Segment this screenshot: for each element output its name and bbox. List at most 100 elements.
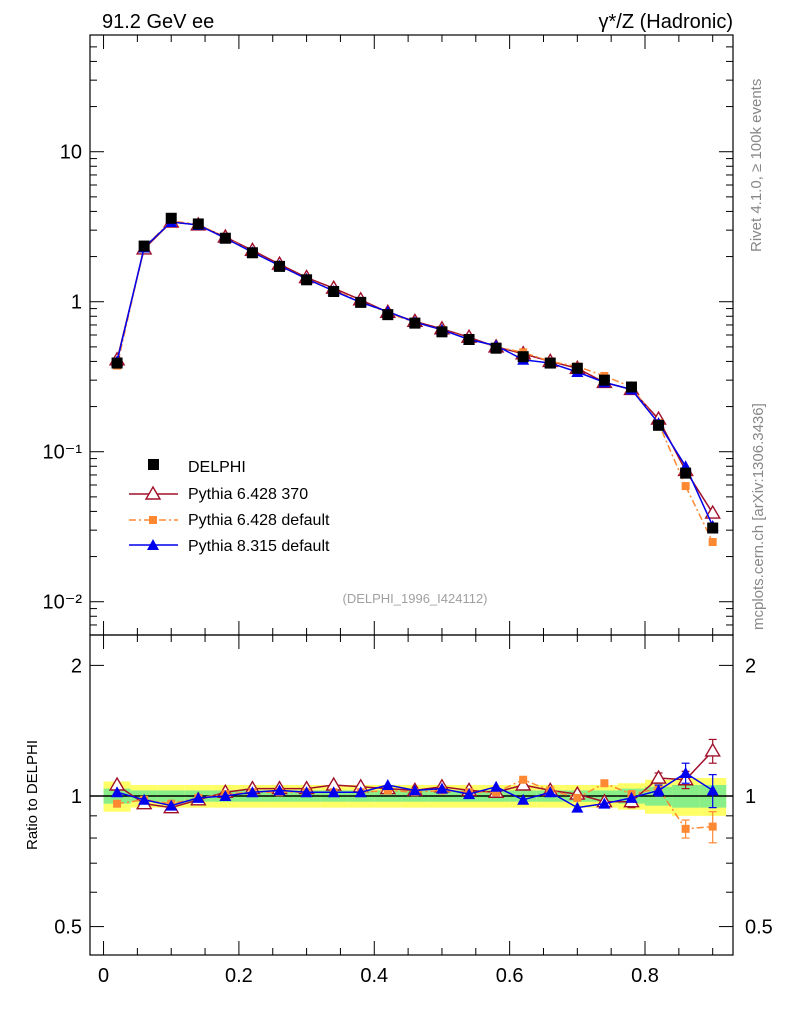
ratio-point-py6_370 <box>514 776 532 791</box>
ratio-frame <box>89 634 734 956</box>
data-point-data <box>111 357 123 369</box>
legend-marker-py6-default <box>149 516 157 524</box>
data-point-data <box>138 240 150 252</box>
x-tick-label: 0 <box>98 965 109 987</box>
main-panel: 10 1 10⁻¹ 10⁻² (DELPHI_1996_I424112) DELPHI… <box>43 34 734 636</box>
data-point-data <box>544 357 556 369</box>
data-point-data <box>165 212 177 224</box>
data-point-data <box>571 362 583 374</box>
data-point-data <box>355 296 367 308</box>
x-tick-label: 0.8 <box>631 965 659 987</box>
data-point-data <box>301 274 313 286</box>
data-point-data <box>625 381 637 393</box>
legend-marker-delphi <box>148 459 159 470</box>
data-point-data <box>328 285 340 297</box>
right-title: γ*/Z (Hadronic) <box>599 11 733 33</box>
ratio-y-tick-label-left: 0.5 <box>54 917 82 939</box>
ratio-y-axis-label: Ratio to DELPHI <box>24 740 41 850</box>
ratio-point-py6_default <box>492 788 501 797</box>
ratio-point-py8_default <box>192 791 205 803</box>
x-tick-label: 0.6 <box>496 965 524 987</box>
data-point-data <box>490 342 502 354</box>
rivet-version-label: Rivet 4.1.0, ≥ 100k events <box>748 79 765 252</box>
data-point-data <box>246 247 258 259</box>
ratio-point-py8_default <box>327 786 340 798</box>
ratio-point-py6_default <box>383 786 392 795</box>
ratio-point-py8_default <box>490 780 503 792</box>
ratio-y-tick-label-right: 2 <box>745 655 756 677</box>
ratio-line-py6_default <box>116 778 713 830</box>
ratio-axis-ticks: 2 2 1 1 0.5 0.5 0 0.2 0.4 0.6 0.8 <box>54 635 773 987</box>
data-point-data <box>274 260 286 272</box>
ratio-point-py6_370 <box>704 742 721 757</box>
ratio-y-tick-label-right: 0.5 <box>745 917 773 939</box>
x-tick-label: 0.4 <box>360 965 388 987</box>
legend-label-py8-default: Pythia 8.315 default <box>188 538 330 555</box>
data-point-py6_default <box>681 482 690 491</box>
data-point-data <box>436 326 448 338</box>
main-series-layer <box>108 212 721 547</box>
y-tick-label: 10⁻¹ <box>43 442 83 464</box>
ratio-point-py8_default <box>598 797 611 809</box>
ratio-point-py8_default <box>571 801 584 813</box>
legend-marker-py6-370 <box>144 485 162 500</box>
ratio-point-py6_default <box>519 775 528 784</box>
ratio-point-py8_default <box>138 793 151 805</box>
ratio-point-py8_default <box>165 799 178 811</box>
ratio-y-tick-label-right: 1 <box>745 786 756 808</box>
legend-label-delphi: DELPHI <box>188 459 246 476</box>
series-line-py8_default <box>116 221 714 527</box>
data-point-data <box>192 218 204 230</box>
ratio-point-py8_default <box>463 788 476 800</box>
ratio-point-py8_default <box>300 786 313 798</box>
ratio-point-py8_default <box>625 791 638 803</box>
ratio-point-py8_default <box>111 786 124 798</box>
data-point-data <box>680 467 692 479</box>
ratio-point-py8_default <box>517 793 530 805</box>
left-title: 91.2 GeV ee <box>102 11 214 33</box>
data-point-data <box>598 374 610 386</box>
data-point-data <box>463 333 475 345</box>
ratio-y-tick-label-left: 2 <box>71 655 82 677</box>
ratio-point-py8_default <box>273 784 286 796</box>
ratio-panel: 2 2 1 1 0.5 0.5 0 0.2 0.4 0.6 0.8 Ratio to DELPHI <box>24 634 773 987</box>
ratio-point-py8_default <box>408 784 421 796</box>
data-point-data <box>409 317 421 329</box>
legend-marker-py8-default <box>147 539 159 550</box>
data-point-data <box>707 522 719 534</box>
legend: DELPHI Pythia 6.428 370 Pythia 6.428 def… <box>129 459 330 555</box>
mcplots-label: mcplots.cern.ch [arXiv:1306.3436] <box>750 403 767 630</box>
ratio-point-py6_default <box>113 799 122 808</box>
ratio-point-py8_default <box>219 789 232 801</box>
ratio-point-py8_default <box>354 786 367 798</box>
main-frame <box>89 34 734 636</box>
data-point-data <box>382 309 394 321</box>
ratio-point-py6_370 <box>650 769 667 784</box>
data-point-py6_370 <box>704 504 721 519</box>
ratio-point-py8_default <box>706 784 719 796</box>
ratio-point-py8_default <box>381 779 394 791</box>
ratio-point-py8_default <box>246 786 259 798</box>
ratio-point-py8_default <box>544 786 557 798</box>
main-axis-ticks: 10 1 10⁻¹ 10⁻² <box>43 34 733 636</box>
ratio-point-py8_default <box>652 784 665 796</box>
data-point-py6_default <box>708 538 717 547</box>
y-tick-label: 10 <box>60 142 82 164</box>
data-point-data <box>517 351 529 363</box>
y-tick-label: 1 <box>71 292 82 314</box>
analysis-reference: (DELPHI_1996_I424112) <box>342 591 487 606</box>
ratio-point-py8_default <box>435 782 448 794</box>
ratio-point-py8_default <box>679 766 692 778</box>
y-tick-label: 10⁻² <box>43 592 83 614</box>
legend-label-py6-370: Pythia 6.428 370 <box>188 486 308 503</box>
ratio-point-py6_default <box>708 822 717 831</box>
ratio-series-layer <box>108 738 721 844</box>
ratio-point-py6_default <box>573 793 582 802</box>
ratio-point-py6_default <box>600 779 609 788</box>
legend-label-py6-default: Pythia 6.428 default <box>188 512 330 529</box>
data-point-data <box>653 419 665 431</box>
ratio-y-tick-label-left: 1 <box>71 786 82 808</box>
data-point-data <box>219 232 231 244</box>
x-tick-label: 0.2 <box>225 965 253 987</box>
